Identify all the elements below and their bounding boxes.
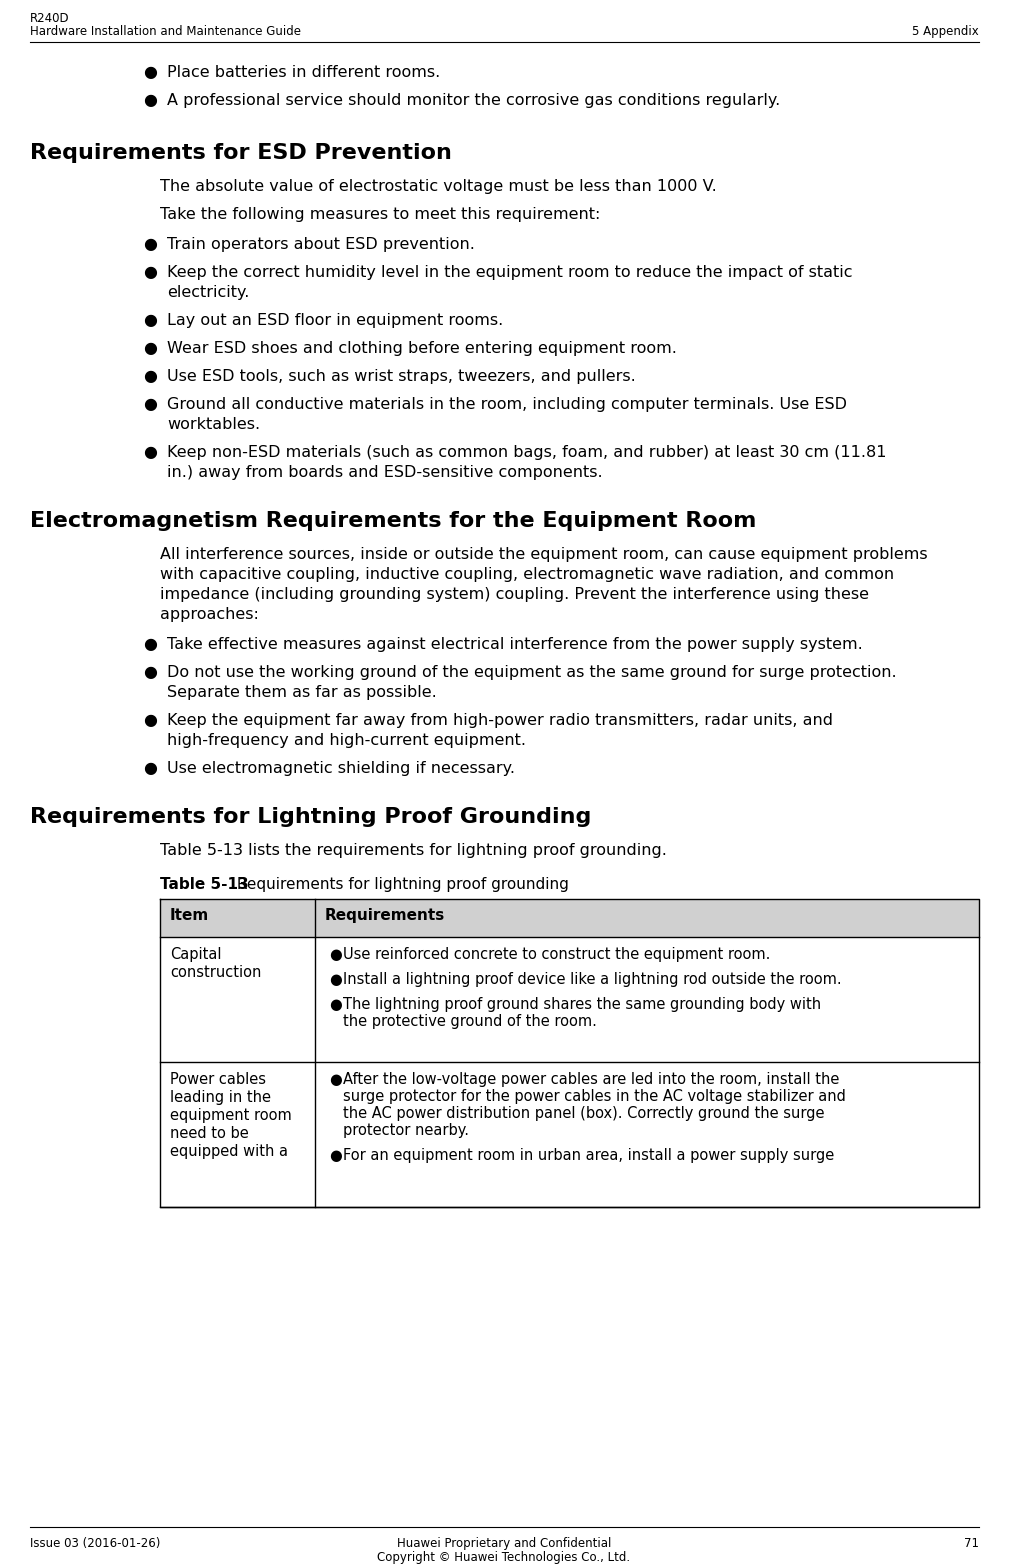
Text: Take the following measures to meet this requirement:: Take the following measures to meet this… [160,207,600,223]
Text: Do not use the working ground of the equipment as the same ground for surge prot: Do not use the working ground of the equ… [167,664,897,680]
Text: Copyright © Huawei Technologies Co., Ltd.: Copyright © Huawei Technologies Co., Ltd… [377,1551,631,1564]
Text: 71: 71 [964,1537,979,1550]
Text: ●: ● [143,64,157,80]
Text: Issue 03 (2016-01-26): Issue 03 (2016-01-26) [30,1537,160,1550]
Text: Table 5-13 lists the requirements for lightning proof grounding.: Table 5-13 lists the requirements for li… [160,843,667,859]
Text: ●: ● [143,445,157,461]
Text: Place batteries in different rooms.: Place batteries in different rooms. [167,64,440,80]
Text: in.) away from boards and ESD-sensitive components.: in.) away from boards and ESD-sensitive … [167,465,602,480]
Text: Install a lightning proof device like a lightning rod outside the room.: Install a lightning proof device like a … [343,972,842,987]
Text: For an equipment room in urban area, install a power supply surge: For an equipment room in urban area, ins… [343,1149,834,1163]
Text: Separate them as far as possible.: Separate them as far as possible. [167,685,437,700]
Text: ●: ● [143,237,157,252]
Text: leading in the: leading in the [170,1091,271,1105]
Text: ●: ● [329,1149,342,1163]
Text: Table 5-13: Table 5-13 [160,878,248,892]
Text: ●: ● [143,342,157,356]
Text: with capacitive coupling, inductive coupling, electromagnetic wave radiation, an: with capacitive coupling, inductive coup… [160,567,894,581]
Text: ●: ● [329,1072,342,1087]
Text: Ground all conductive materials in the room, including computer terminals. Use E: Ground all conductive materials in the r… [167,396,847,412]
Text: Requirements: Requirements [325,907,445,923]
Text: surge protector for the power cables in the AC voltage stabilizer and: surge protector for the power cables in … [343,1089,846,1105]
Text: approaches:: approaches: [160,606,259,622]
Text: Wear ESD shoes and clothing before entering equipment room.: Wear ESD shoes and clothing before enter… [167,342,677,356]
Text: The lightning proof ground shares the same grounding body with: The lightning proof ground shares the sa… [343,997,821,1012]
Text: the protective ground of the room.: the protective ground of the room. [343,1014,597,1030]
Text: Use ESD tools, such as wrist straps, tweezers, and pullers.: Use ESD tools, such as wrist straps, twe… [167,368,636,384]
Text: ●: ● [143,92,157,108]
Text: protector nearby.: protector nearby. [343,1124,469,1138]
Text: ●: ● [143,313,157,328]
Text: ●: ● [329,997,342,1012]
Text: Take effective measures against electrical interference from the power supply sy: Take effective measures against electric… [167,638,863,652]
Text: ●: ● [143,638,157,652]
Text: worktables.: worktables. [167,417,260,432]
Text: ●: ● [143,396,157,412]
Text: Capital: Capital [170,946,222,962]
Text: ●: ● [143,664,157,680]
Text: Requirements for Lightning Proof Grounding: Requirements for Lightning Proof Groundi… [30,807,591,827]
Text: Electromagnetism Requirements for the Equipment Room: Electromagnetism Requirements for the Eq… [30,511,757,531]
Text: ●: ● [329,972,342,987]
Text: Hardware Installation and Maintenance Guide: Hardware Installation and Maintenance Gu… [30,25,301,38]
Text: equipment room: equipment room [170,1108,292,1124]
Text: impedance (including grounding system) coupling. Prevent the interference using : impedance (including grounding system) c… [160,588,869,602]
Text: construction: construction [170,965,261,979]
Text: ●: ● [143,368,157,384]
Text: ●: ● [143,265,157,280]
Text: Keep the equipment far away from high-power radio transmitters, radar units, and: Keep the equipment far away from high-po… [167,713,833,729]
Text: the AC power distribution panel (box). Correctly ground the surge: the AC power distribution panel (box). C… [343,1106,824,1120]
Text: R240D: R240D [30,13,70,25]
Text: equipped with a: equipped with a [170,1144,288,1160]
Text: Huawei Proprietary and Confidential: Huawei Proprietary and Confidential [397,1537,611,1550]
Text: high-frequency and high-current equipment.: high-frequency and high-current equipmen… [167,733,526,747]
Text: The absolute value of electrostatic voltage must be less than 1000 V.: The absolute value of electrostatic volt… [160,179,716,194]
Text: Requirements for lightning proof grounding: Requirements for lightning proof groundi… [232,878,569,892]
Bar [160,899,979,937]
Text: Keep non-ESD materials (such as common bags, foam, and rubber) at least 30 cm (1: Keep non-ESD materials (such as common b… [167,445,887,461]
Text: Use electromagnetic shielding if necessary.: Use electromagnetic shielding if necessa… [167,762,515,776]
Text: 5 Appendix: 5 Appendix [912,25,979,38]
Text: need to be: need to be [170,1127,249,1141]
Text: All interference sources, inside or outside the equipment room, can cause equipm: All interference sources, inside or outs… [160,547,927,563]
Text: Power cables: Power cables [170,1072,266,1087]
Text: ●: ● [143,713,157,729]
Text: electricity.: electricity. [167,285,249,299]
Text: Lay out an ESD floor in equipment rooms.: Lay out an ESD floor in equipment rooms. [167,313,503,328]
Text: A professional service should monitor the corrosive gas conditions regularly.: A professional service should monitor th… [167,92,780,108]
Text: ●: ● [143,762,157,776]
Text: Item: Item [170,907,209,923]
Text: After the low-voltage power cables are led into the room, install the: After the low-voltage power cables are l… [343,1072,839,1087]
Text: Keep the correct humidity level in the equipment room to reduce the impact of st: Keep the correct humidity level in the e… [167,265,853,280]
Text: Train operators about ESD prevention.: Train operators about ESD prevention. [167,237,475,252]
Text: Requirements for ESD Prevention: Requirements for ESD Prevention [30,143,452,163]
Text: ●: ● [329,946,342,962]
Text: Use reinforced concrete to construct the equipment room.: Use reinforced concrete to construct the… [343,946,771,962]
